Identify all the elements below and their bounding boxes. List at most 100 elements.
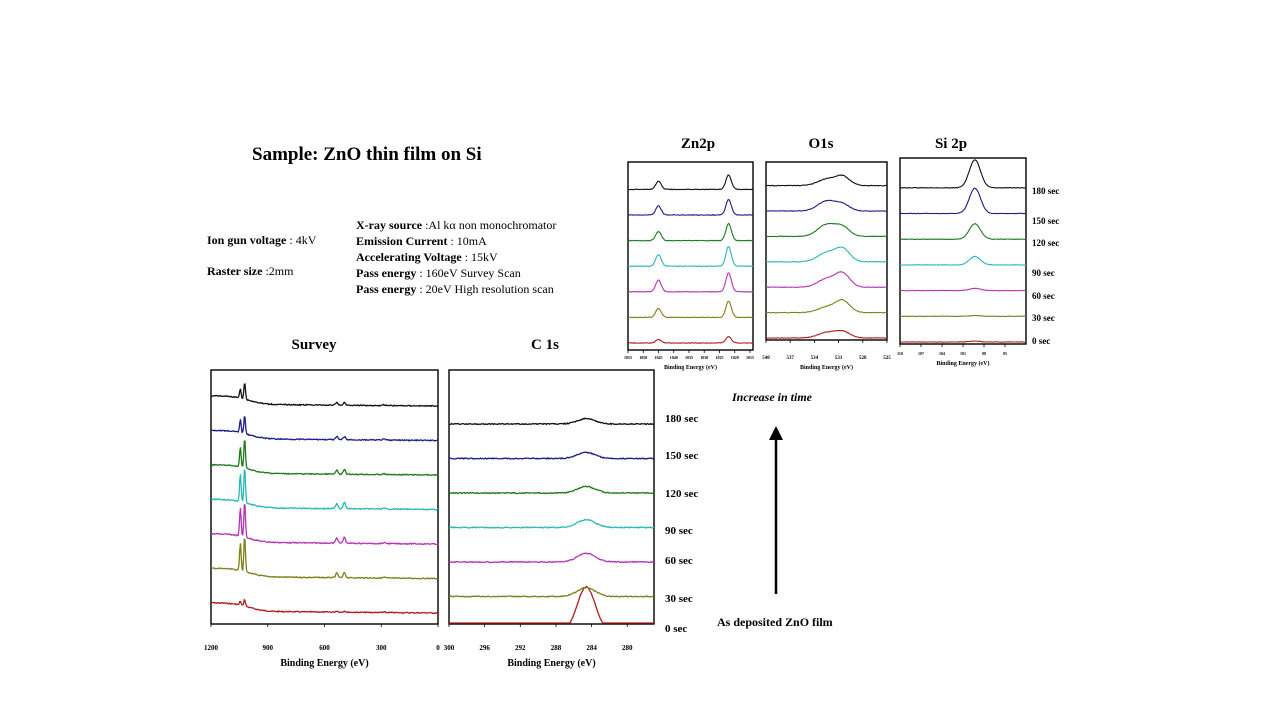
c1s-xaxis-label: Binding Energy (eV) <box>507 658 595 669</box>
zn2p-xaxis-label: Binding Energy (eV) <box>664 364 717 371</box>
o1s-series-150-sec <box>765 199 888 212</box>
time-label-0-top: 0 sec <box>1032 336 1051 346</box>
survey-plot-frame <box>210 369 439 625</box>
si2p-xtick-label: 110 <box>897 351 903 356</box>
o1s-series-120-sec <box>765 222 888 238</box>
zn2p-xtick-label: 1020 <box>731 355 739 360</box>
time-label-30-top: 30 sec <box>1032 313 1055 323</box>
si2p-xtick-label: 107 <box>918 351 924 356</box>
si2p-series-150-sec <box>899 187 1027 215</box>
as-deposited-label: As deposited ZnO film <box>717 615 833 629</box>
o1s-xtick-label: 540 <box>762 356 770 361</box>
time-label-150-bottom: 150 sec <box>665 450 699 462</box>
emission-current: Emission Current : 10mA <box>356 234 487 248</box>
zn2p-series-0-sec <box>627 335 754 344</box>
si2p-chart: 110 107 104 101 98 95 Binding Energy (eV) <box>897 157 1027 367</box>
si2p-xtick-label: 101 <box>960 351 966 356</box>
si2p-xaxis-label: Binding Energy (eV) <box>936 360 989 367</box>
c1s-series-180-sec <box>448 417 655 426</box>
c1s-chart: 300 296 292 288 284 280 Binding Energy (eV) <box>444 369 655 669</box>
o1s-series-60-sec <box>765 271 887 289</box>
survey-series-0-sec <box>210 598 439 615</box>
c1s-series-90-sec <box>449 518 655 529</box>
o1s-series-30-sec <box>766 299 887 314</box>
pass-energy-high-resolution: Pass energy : 20eV High resolution scan <box>356 282 554 296</box>
si2p-series-120-sec <box>900 223 1027 241</box>
zn2p-xtick-label: 1035 <box>685 355 693 360</box>
si2p-xtick-label: 95 <box>1003 351 1007 356</box>
time-label-180-bottom: 180 sec <box>665 413 699 425</box>
zn2p-series-180-sec <box>627 174 754 191</box>
xray-source: X-ray source :Al kα non monochromator <box>356 218 557 232</box>
survey-series-60-sec <box>210 503 439 546</box>
zn2p-xtick-label: 1050 <box>639 355 647 360</box>
zn2p-series-120-sec <box>627 222 754 242</box>
si2p-series-0-sec <box>899 340 1027 343</box>
o1s-xtick-label: 534 <box>811 356 819 361</box>
c1s-xtick-label: 292 <box>515 644 526 652</box>
pass-energy-survey: Pass energy : 160eV Survey Scan <box>356 266 521 280</box>
zn2p-xtick-label: 1055 <box>624 355 632 360</box>
o1s-xaxis-label: Binding Energy (eV) <box>800 364 853 371</box>
raster-size: Raster size :2mm <box>207 264 294 278</box>
time-label-30-bottom: 30 sec <box>665 593 693 605</box>
time-label-60-bottom: 60 sec <box>665 555 693 567</box>
survey-xtick-label: 1200 <box>204 644 219 652</box>
c1s-series-120-sec <box>448 485 655 495</box>
increase-in-time-label: Increase in time <box>732 390 812 404</box>
o1s-chart: 540 537 534 531 528 525 Binding Energy (eV) <box>762 161 891 371</box>
survey-series-180-sec <box>210 383 439 408</box>
zn2p-series-60-sec <box>627 272 754 293</box>
zn2p-xtick-label: 1030 <box>700 355 708 360</box>
survey-series-120-sec <box>210 440 439 477</box>
time-label-120-top: 120 sec <box>1032 238 1060 248</box>
c1s-xtick-label: 300 <box>444 644 455 652</box>
zn2p-chart: 1055 1050 1045 1040 1035 1030 1025 1020 1015 Bind… <box>624 161 754 371</box>
time-label-60-top: 60 sec <box>1032 291 1055 301</box>
c1s-series-150-sec <box>448 451 655 460</box>
zn2p-plot-frame <box>627 161 754 351</box>
time-label-180-top: 180 sec <box>1032 186 1060 196</box>
si2p-series-30-sec <box>899 314 1026 318</box>
ion-gun-voltage: Ion gun voltage : 4kV <box>207 233 317 247</box>
c1s-series-0-sec <box>449 585 654 624</box>
c1s-series-60-sec <box>448 552 655 564</box>
survey-xtick-label: 900 <box>263 644 274 652</box>
time-label-0-bottom: 0 sec <box>665 623 688 635</box>
c1s-plot-frame <box>448 369 655 625</box>
time-arrow-head <box>769 426 783 440</box>
zn2p-series-90-sec <box>628 246 754 268</box>
survey-xtick-label: 300 <box>376 644 387 652</box>
zn2p-xtick-label: 1040 <box>670 355 678 360</box>
survey-xtick-label: 0 <box>436 644 440 652</box>
time-label-150-top: 150 sec <box>1032 216 1060 226</box>
o1s-xtick-label: 528 <box>859 356 867 361</box>
accelerating-voltage: Accelerating Voltage : 15kV <box>356 250 498 264</box>
slide-title: Sample: ZnO thin film on Si <box>252 144 482 165</box>
si2p-series-60-sec <box>899 287 1026 292</box>
o1s-series-180-sec <box>766 174 888 187</box>
time-label-90-top: 90 sec <box>1032 268 1055 278</box>
si2p-panel-title: Si 2p <box>934 136 968 152</box>
si2p-xtick-label: 104 <box>939 351 945 356</box>
si2p-xtick-label: 98 <box>982 351 986 356</box>
o1s-plot-frame <box>765 161 888 341</box>
c1s-xtick-label: 284 <box>586 644 597 652</box>
zn2p-series-150-sec <box>627 198 753 217</box>
survey-series-30-sec <box>211 538 438 580</box>
si2p-series-90-sec <box>899 255 1026 266</box>
c1s-xtick-label: 280 <box>622 644 633 652</box>
survey-series-150-sec <box>210 415 439 442</box>
c1s-xtick-label: 296 <box>479 644 490 652</box>
zn2p-series-30-sec <box>627 300 754 319</box>
zn2p-xtick-label: 1045 <box>654 355 662 360</box>
o1s-xtick-label: 531 <box>835 356 843 361</box>
survey-panel-title: Survey <box>291 337 337 353</box>
survey-xaxis-label: Binding Energy (eV) <box>280 658 368 669</box>
c1s-series-30-sec <box>448 586 655 598</box>
c1s-xtick-label: 288 <box>551 644 562 652</box>
survey-xtick-label: 600 <box>319 644 330 652</box>
o1s-xtick-label: 537 <box>786 356 794 361</box>
survey-chart: 1200 900 600 300 0 Binding Energy (eV) <box>204 369 440 669</box>
si2p-series-180-sec <box>899 159 1027 189</box>
